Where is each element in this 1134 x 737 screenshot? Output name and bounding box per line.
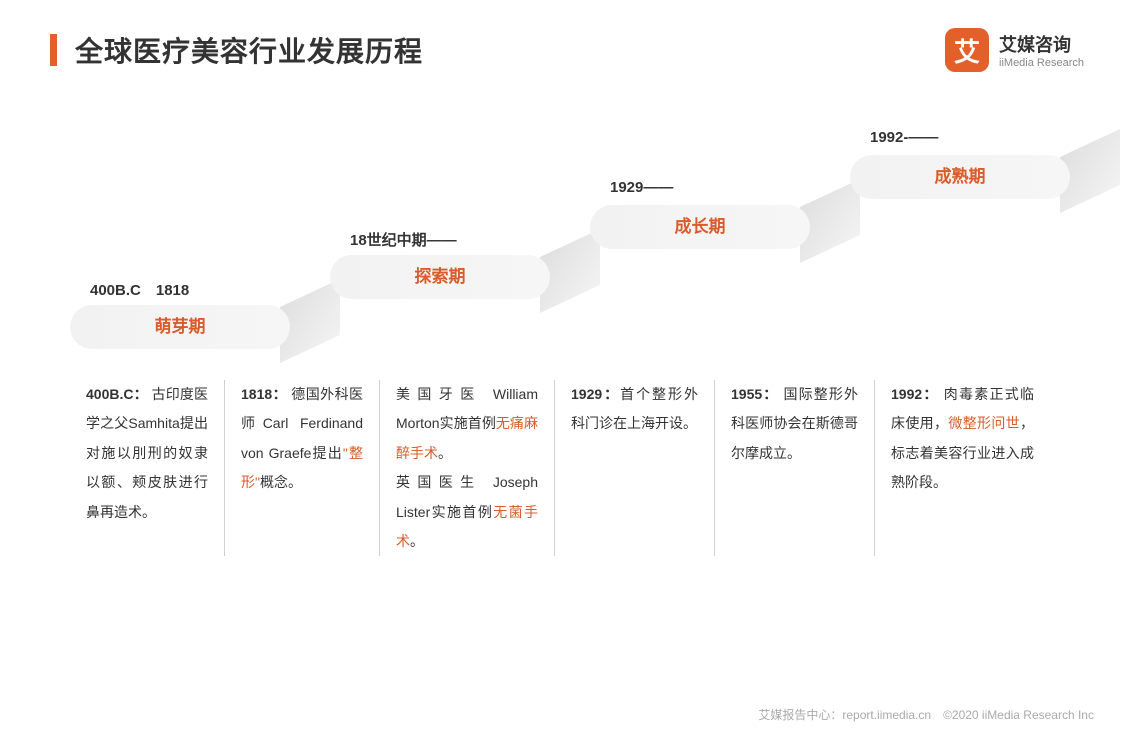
footer-text: 艾媒报告中心：report.iimedia.cn ©2020 iiMedia R… — [758, 706, 1094, 723]
stair-label: 成熟期 — [850, 155, 1070, 199]
detail-column: 400B.C： 古印度医学之父Samhita提出对施以刖刑的奴隶以额、颊皮肤进行… — [70, 380, 225, 556]
detail-text: 1955： 国际整形外科医师协会在斯德哥尔摩成立。 — [731, 380, 858, 468]
detail-column: 1818： 德国外科医师Carl Ferdinand von Graefe提出"… — [225, 380, 380, 556]
detail-text: 400B.C： 古印度医学之父Samhita提出对施以刖刑的奴隶以额、颊皮肤进行… — [86, 380, 208, 527]
stair-step: 成长期 — [590, 205, 810, 249]
stair-date: 400B.C 1818 — [90, 279, 189, 300]
detail-column: 1929：首个整形外科门诊在上海开设。 — [555, 380, 715, 556]
brand-logo: 艾 艾媒咨询 iiMedia Research — [945, 28, 1084, 72]
stair-date: 1929—— — [610, 179, 673, 196]
detail-text: 1992： 肉毒素正式临床使用，微整形问世，标志着美容行业进入成熟阶段。 — [891, 380, 1034, 498]
stair-date: 18世纪中期—— — [350, 229, 457, 250]
detail-text: 1929：首个整形外科门诊在上海开设。 — [571, 380, 698, 439]
accent-bar — [50, 34, 57, 66]
stair-step: 萌芽期 — [70, 305, 290, 349]
detail-text: 1818： 德国外科医师Carl Ferdinand von Graefe提出"… — [241, 380, 363, 498]
stair-date: 1992-—— — [870, 129, 938, 146]
logo-text-cn: 艾媒咨询 — [999, 31, 1084, 57]
stair-label: 成长期 — [590, 205, 810, 249]
timeline-stairs: 萌芽期400B.C 1818探索期18世纪中期——成长期1929——成熟期199… — [70, 140, 1070, 370]
stair-step: 探索期 — [330, 255, 550, 299]
detail-column: 1955： 国际整形外科医师协会在斯德哥尔摩成立。 — [715, 380, 875, 556]
page-title: 全球医疗美容行业发展历程 — [75, 30, 423, 70]
stair-label: 探索期 — [330, 255, 550, 299]
detail-text: 美国牙医 William Morton实施首例无痛麻醉手术。英国医生 Josep… — [396, 380, 538, 556]
detail-column: 美国牙医 William Morton实施首例无痛麻醉手术。英国医生 Josep… — [380, 380, 555, 556]
stair-step: 成熟期 — [850, 155, 1070, 199]
logo-text-en: iiMedia Research — [999, 57, 1084, 69]
detail-column: 1992： 肉毒素正式临床使用，微整形问世，标志着美容行业进入成熟阶段。 — [875, 380, 1050, 556]
stair-label: 萌芽期 — [70, 305, 290, 349]
detail-columns: 400B.C： 古印度医学之父Samhita提出对施以刖刑的奴隶以额、颊皮肤进行… — [70, 380, 1070, 556]
logo-icon: 艾 — [945, 28, 989, 72]
